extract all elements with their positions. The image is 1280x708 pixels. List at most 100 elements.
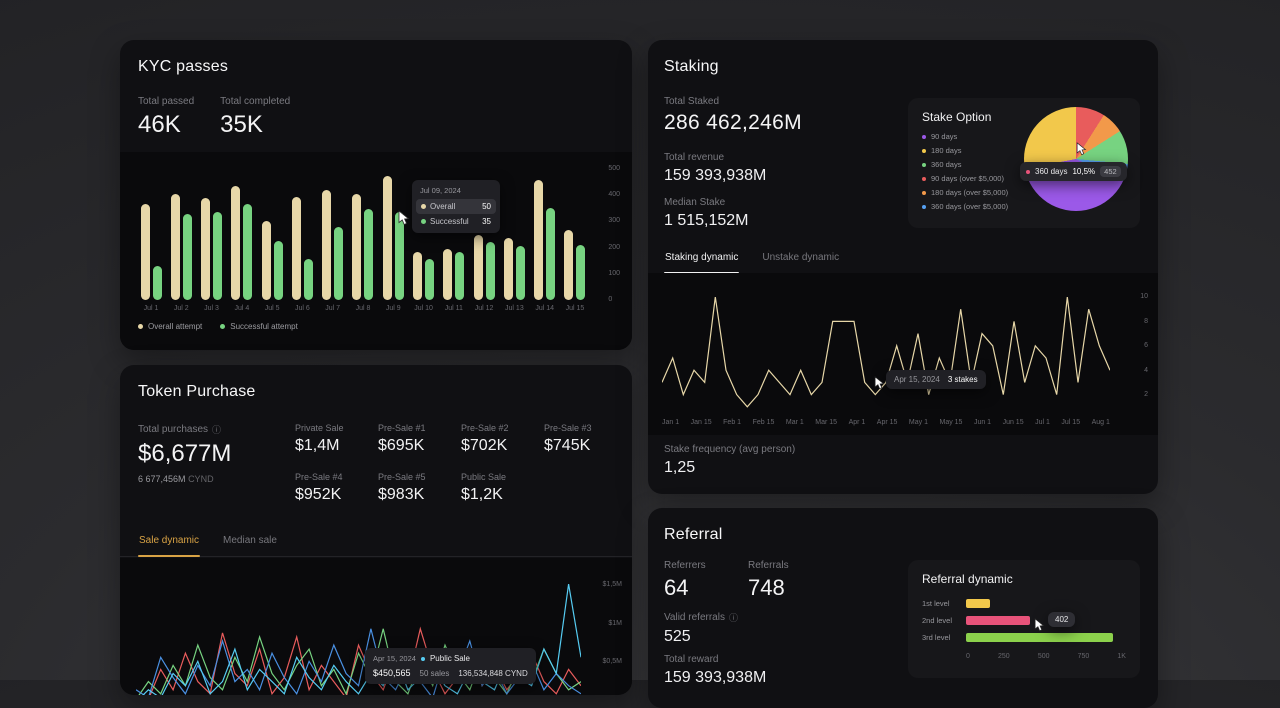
legend-dot [922,149,926,153]
bar-group[interactable]: Jul 8 [350,168,376,328]
bar[interactable] [352,194,361,300]
bar[interactable] [383,176,392,300]
bar[interactable] [486,242,495,300]
currency-unit: CYND [188,474,214,484]
bar-row[interactable]: 2nd level [922,616,1126,625]
bar-group[interactable]: Jul 2 [168,168,194,328]
x-axis-tick: 0 [966,653,970,660]
bar[interactable] [474,235,483,300]
tab-staking-dynamic[interactable]: Staking dynamic [664,250,739,273]
x-axis-tick: Apr 1 [849,419,866,426]
bar[interactable] [231,186,240,300]
info-icon[interactable]: ⓘ [729,611,738,624]
bar[interactable] [304,259,313,300]
bar[interactable] [243,204,252,300]
bar[interactable] [201,198,210,300]
bar[interactable] [443,249,452,300]
stake-pie-legend: 90 days180 days360 days90 days (over $5,… [922,132,1008,211]
legend-item: Successful attempt [220,322,298,331]
bar[interactable] [516,246,525,300]
bar[interactable] [213,212,222,300]
bar[interactable] [966,599,990,608]
tooltip-count: 452 [1100,166,1121,177]
bar[interactable] [576,245,585,300]
x-axis-tick: Jun 1 [974,419,991,426]
referral-x-axis: 02505007501K [966,653,1126,660]
tooltip-value: 3 stakes [948,375,978,384]
bar[interactable] [455,252,464,300]
bar[interactable] [364,209,373,300]
stake-pie[interactable] [1024,107,1128,211]
bar[interactable] [322,190,331,300]
stat-label: Total passed [138,96,194,107]
bar-category-label: 2nd level [922,616,966,625]
legend-label: Successful attempt [230,322,298,331]
bar-category-label: 3rd level [922,633,966,642]
bar[interactable] [504,238,513,300]
bar[interactable] [171,194,180,300]
bar-group[interactable]: Jul 7 [320,168,346,328]
legend-item: 180 days [922,146,1008,155]
bar[interactable] [274,241,283,300]
bar-group[interactable]: Jul 9 [380,168,406,328]
total-revenue-value: 159 393,938M [664,167,802,185]
tooltip-amount: 136,534,848 CYND [458,669,527,678]
bar[interactable] [564,230,573,300]
info-icon[interactable]: ⓘ [212,423,221,436]
bar-group[interactable]: Jul 3 [199,168,225,328]
bar[interactable] [413,252,422,300]
referrals-stat: Referrals 748 [748,560,789,601]
referral-dynamic-title: Referral dynamic [922,572,1013,586]
staking-x-axis: Jan 1Jan 15Feb 1Feb 15Mar 1Mar 15Apr 1Ap… [662,419,1110,426]
x-axis-tick: Jul 1 [1035,419,1050,426]
bar[interactable] [292,197,301,300]
bar-group[interactable]: Jul 13 [501,168,527,328]
bar-track [966,616,1126,625]
stake-frequency-stat: Stake frequency (avg person) 1,25 [664,444,795,477]
token-total-stat: Total purchases ⓘ $6,677M 6 677,456M CYN… [138,423,231,484]
bar-group[interactable]: Jul 14 [532,168,558,328]
bar-group[interactable]: Jul 1 [138,168,164,328]
bar[interactable] [153,266,162,300]
bar[interactable] [425,259,434,300]
tab-unstake-dynamic[interactable]: Unstake dynamic [761,250,840,273]
token-title: Token Purchase [138,383,614,401]
kyc-total-completed-stat: Total completed 35K [220,96,290,139]
bar[interactable] [334,227,343,300]
bar-group[interactable]: Jul 5 [259,168,285,328]
bar-row[interactable]: 3rd level [922,633,1126,642]
bar[interactable] [262,221,271,300]
bar-row[interactable]: 1st level [922,599,1126,608]
cursor-pointer [398,210,410,226]
bar[interactable] [546,208,555,300]
x-axis-tick: Jul 15 [1061,419,1080,426]
bar-pair [289,168,315,300]
x-axis-tick: Jul 11 [445,305,463,312]
tooltip-series: Public Sale [430,654,470,663]
legend-item: 360 days [922,160,1008,169]
x-axis-tick: Jul 7 [325,305,340,312]
y-axis-tick: 400 [608,191,620,198]
staking-line-svg [662,297,1110,419]
bar-pair [138,168,164,300]
stake-option-box: Stake Option 90 days180 days360 days90 d… [908,98,1140,228]
legend-dot [922,191,926,195]
tab-sale-dynamic[interactable]: Sale dynamic [138,533,200,556]
sale-stat: Pre-Sale #4$952K [295,472,378,504]
tooltip-date: Apr 15, 2024 [373,654,416,663]
bar-pair [501,168,527,300]
bar[interactable] [966,633,1113,642]
tab-median-sale[interactable]: Median sale [222,533,278,556]
bar-group[interactable]: Jul 4 [229,168,255,328]
bar[interactable] [183,214,192,300]
bar-group[interactable]: Jul 6 [289,168,315,328]
bar-track [966,599,1126,608]
total-staked-value: 286 462,246M [664,111,802,135]
bar[interactable] [534,180,543,300]
stat-value: 46K [138,111,194,139]
bar[interactable] [141,204,150,300]
x-axis-tick: Jul 9 [386,305,401,312]
line-series[interactable] [662,297,1110,407]
bar[interactable] [966,616,1030,625]
bar-group[interactable]: Jul 15 [562,168,588,328]
